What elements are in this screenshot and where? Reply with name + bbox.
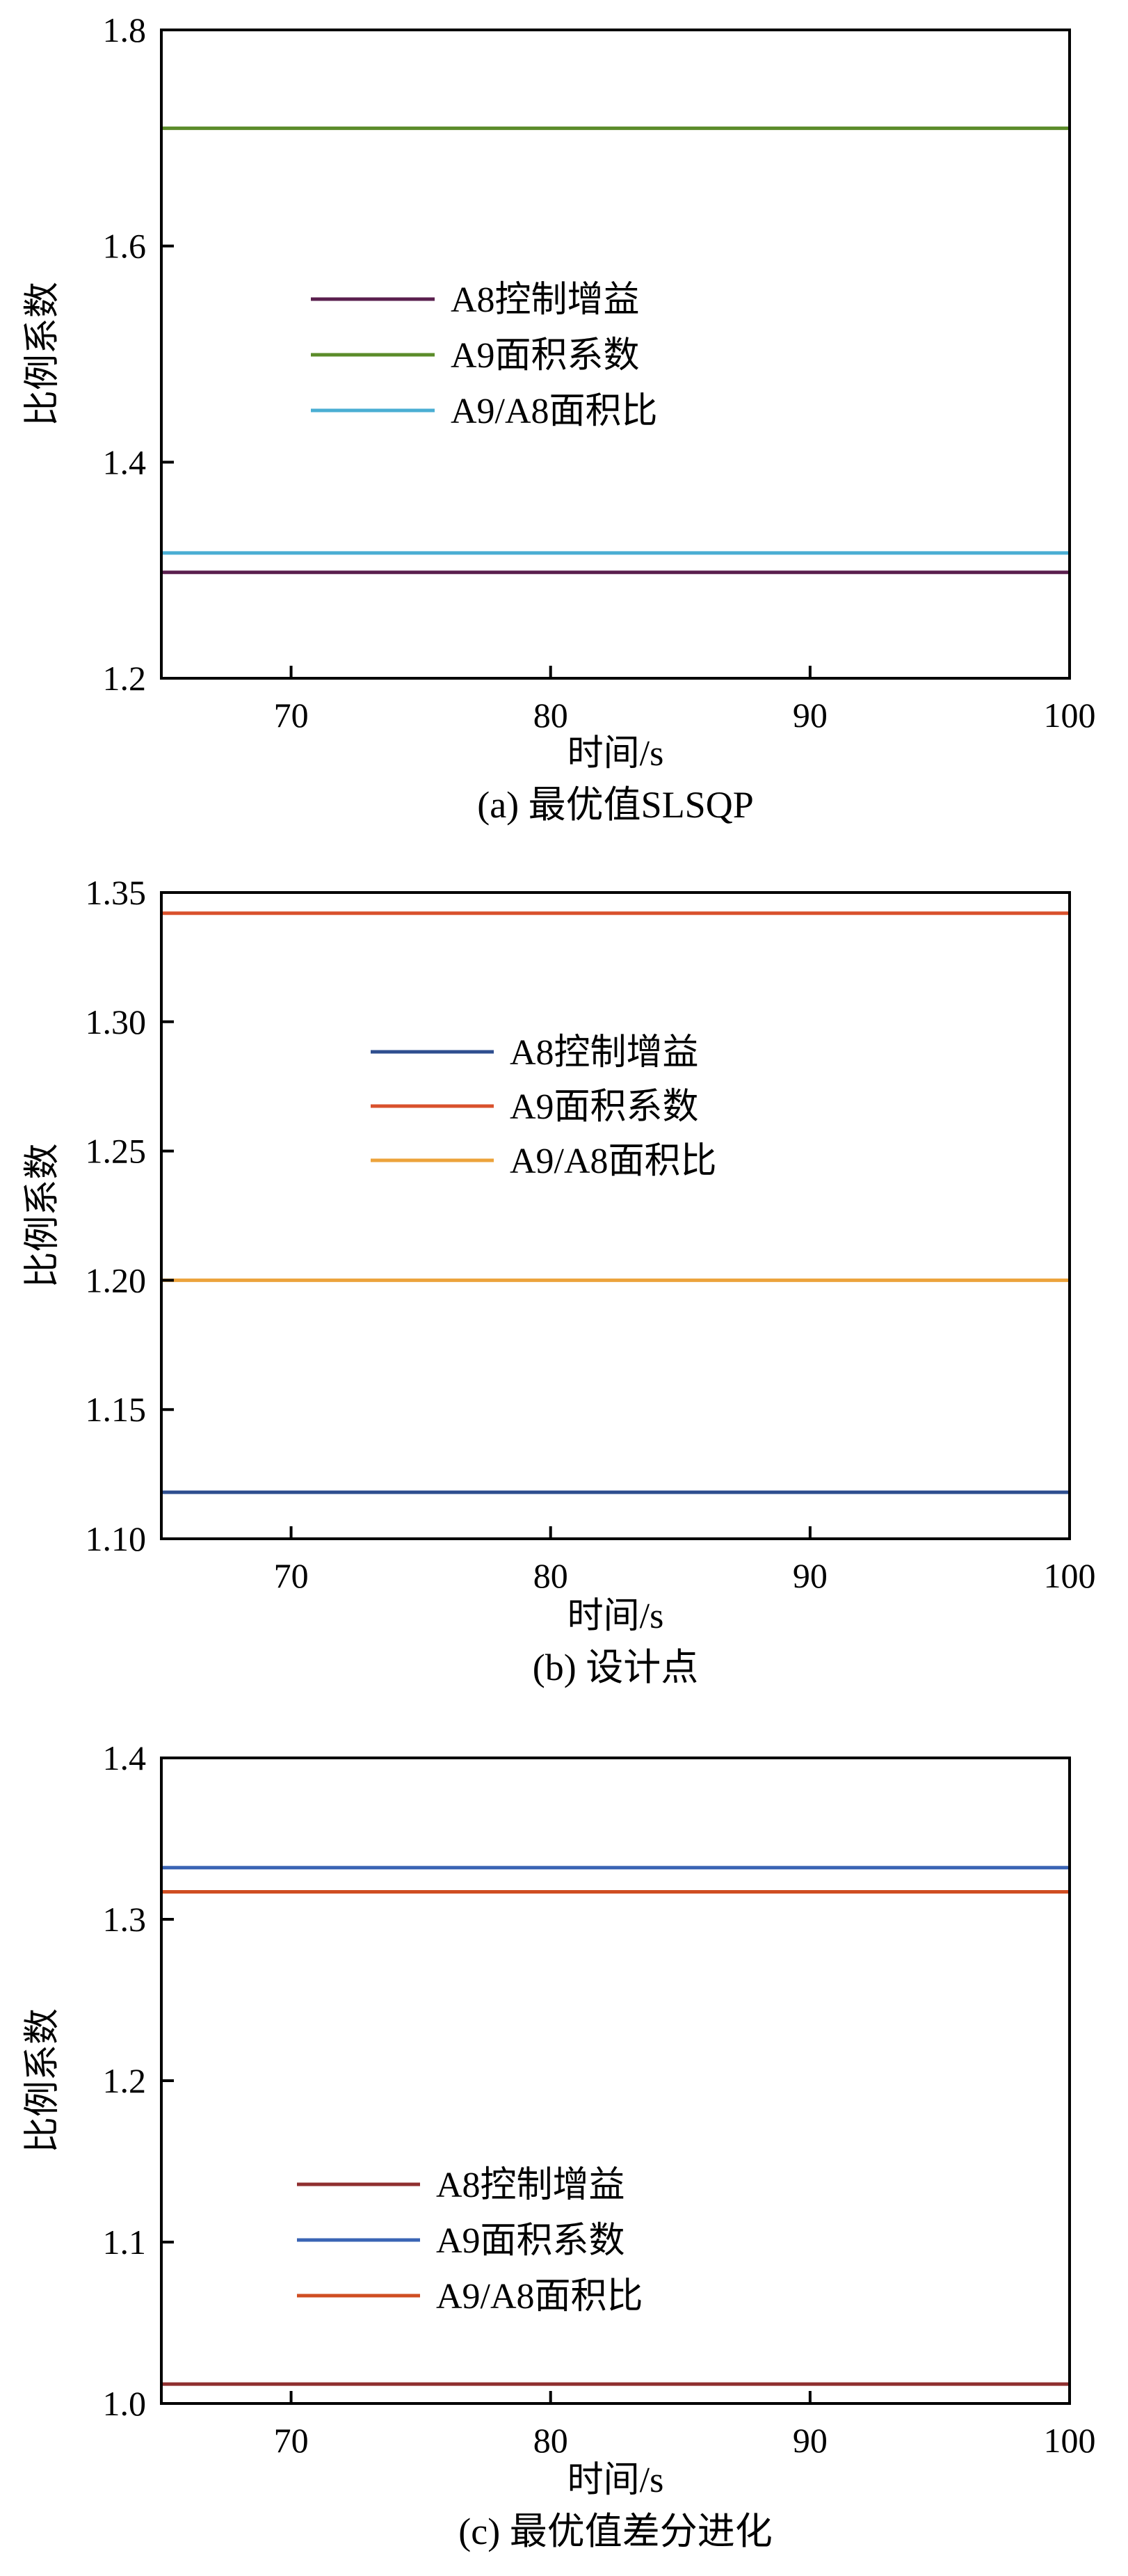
legend-label-3: A9/A8面积比 <box>510 1142 717 1181</box>
plot-frame <box>160 29 1071 680</box>
legend-label-3: A9/A8面积比 <box>436 2277 643 2317</box>
legend: A8控制增益 A9面积系数 A9/A8面积比 <box>297 2166 643 2317</box>
legend-label-2: A9面积系数 <box>510 1087 699 1127</box>
x-tick-label: 90 <box>793 2421 828 2460</box>
x-tick-label: 70 <box>274 2421 309 2460</box>
x-axis-label: 时间/s <box>567 2461 664 2500</box>
x-tick-label: 80 <box>533 1556 568 1595</box>
chart-panel-3: 70 80 90 100 1.0 1.1 1.2 1.3 1.4 时间/s 比例系数 (c) 最优值差… <box>23 1738 1096 2552</box>
x-tick-label: 70 <box>274 1556 309 1595</box>
x-axis-label: 时间/s <box>567 734 664 774</box>
plot-frame <box>160 891 1071 1540</box>
x-tick-label: 70 <box>274 696 309 735</box>
y-tick-label: 1.8 <box>103 10 147 49</box>
y-tick-label: 1.4 <box>103 1738 147 1777</box>
chart-panel-2: 70 80 90 100 1.10 1.15 1.20 1.25 1.30 1.35 时间/s 比例系… <box>23 873 1096 1688</box>
x-tick-label: 100 <box>1044 1556 1096 1595</box>
x-tick-label: 100 <box>1044 696 1096 735</box>
legend-label-2: A9面积系数 <box>451 336 640 376</box>
y-axis-label: 比例系数 <box>23 1143 63 1288</box>
y-tick-label: 1.0 <box>103 2384 147 2423</box>
panel-caption: (a) 最优值SLSQP <box>477 784 754 826</box>
y-tick-label: 1.20 <box>86 1261 147 1299</box>
x-tick-label: 90 <box>793 1556 828 1595</box>
legend-label-1: A8控制增益 <box>451 280 640 320</box>
x-tick-label: 80 <box>533 696 568 735</box>
y-tick-label: 1.15 <box>86 1390 147 1429</box>
y-tick-label: 1.6 <box>103 227 147 266</box>
legend-label-1: A8控制增益 <box>436 2166 625 2205</box>
legend: A8控制增益 A9面积系数 A9/A8面积比 <box>311 280 658 431</box>
chart-panel-1: 70 80 90 100 1.2 1.4 1.6 1.8 时间/s 比例系数 (a) 最优值SLSQ… <box>23 10 1096 826</box>
y-tick-label: 1.35 <box>86 873 147 912</box>
legend-label-3: A9/A8面积比 <box>451 392 658 431</box>
x-tick-label: 80 <box>533 2421 568 2460</box>
y-tick-label: 1.4 <box>103 442 147 481</box>
y-tick-label: 1.25 <box>86 1132 147 1171</box>
y-tick-label: 1.3 <box>103 1900 147 1939</box>
panel-caption: (c) 最优值差分进化 <box>458 2511 772 2552</box>
legend-label-1: A8控制增益 <box>510 1033 699 1073</box>
y-tick-label: 1.2 <box>103 2061 147 2100</box>
y-axis-label: 比例系数 <box>23 2008 63 2153</box>
y-tick-label: 1.2 <box>103 659 147 698</box>
y-tick-label: 1.1 <box>103 2223 147 2262</box>
y-axis-label: 比例系数 <box>23 282 63 426</box>
y-tick-label: 1.10 <box>86 1519 147 1558</box>
x-axis-label: 时间/s <box>567 1597 664 1636</box>
y-tick-label: 1.30 <box>86 1002 147 1041</box>
x-tick-label: 100 <box>1044 2421 1096 2460</box>
legend-label-2: A9面积系数 <box>436 2221 625 2261</box>
legend: A8控制增益 A9面积系数 A9/A8面积比 <box>371 1033 717 1181</box>
panel-caption: (b) 设计点 <box>533 1647 698 1688</box>
x-tick-label: 90 <box>793 696 828 735</box>
